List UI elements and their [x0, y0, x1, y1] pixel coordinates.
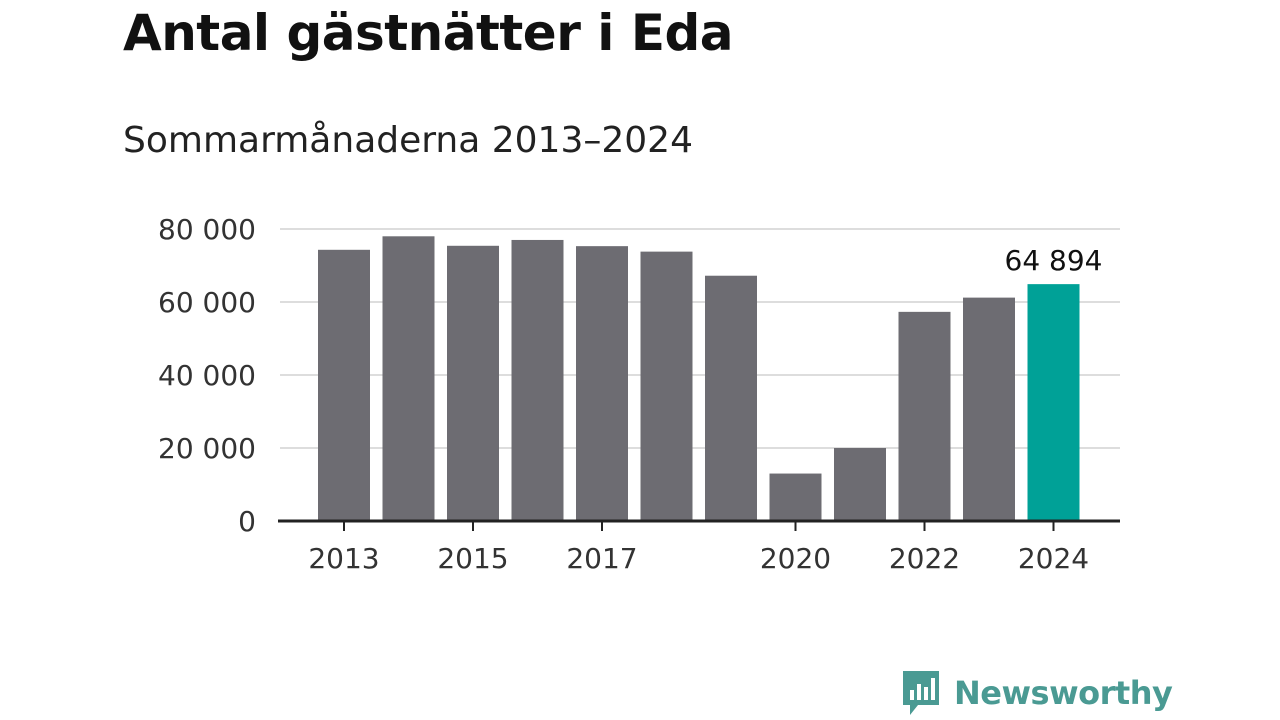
y-tick-label: 80 000 — [158, 213, 256, 246]
bar-2022 — [898, 311, 951, 521]
bar-2021 — [834, 448, 886, 521]
bar-2024 — [1027, 284, 1080, 521]
bar-2023 — [963, 297, 1015, 521]
chart-title: Antal gästnätter i Eda — [123, 4, 734, 62]
bars — [318, 236, 1080, 522]
y-tick-label: 20 000 — [158, 432, 256, 465]
bar-2019 — [705, 275, 757, 521]
x-tick-label: 2020 — [760, 542, 831, 575]
x-tick-label: 2022 — [889, 542, 960, 575]
chart-subtitle: Sommarmånaderna 2013–2024 — [123, 120, 693, 161]
x-tick-label: 2024 — [1018, 542, 1089, 575]
bar-2015 — [447, 245, 499, 522]
x-tick-label: 2017 — [566, 542, 637, 575]
y-axis-ticks: 0 20 000 40 000 60 000 80 000 — [158, 213, 256, 538]
bar-2017 — [576, 246, 628, 521]
bar-2014 — [382, 236, 435, 522]
bar-2020 — [769, 473, 822, 521]
bar-2016 — [511, 239, 564, 521]
bar-2013 — [318, 249, 370, 521]
x-axis-ticks: 2013 2015 2017 2020 2022 2024 — [278, 519, 1120, 575]
brand-name: Newsworthy — [954, 674, 1173, 712]
x-tick-label: 2015 — [437, 542, 508, 575]
value-labels: 64 894 — [1005, 244, 1103, 277]
y-tick-label: 40 000 — [158, 359, 256, 392]
y-tick-label: 0 — [238, 505, 256, 538]
x-tick-label: 2013 — [308, 542, 379, 575]
value-label: 64 894 — [1005, 244, 1103, 277]
newsworthy-logo-icon — [903, 671, 939, 715]
newsworthy-logo: Newsworthy — [900, 668, 1173, 718]
bar-2018 — [640, 251, 693, 521]
y-tick-label: 60 000 — [158, 286, 256, 319]
